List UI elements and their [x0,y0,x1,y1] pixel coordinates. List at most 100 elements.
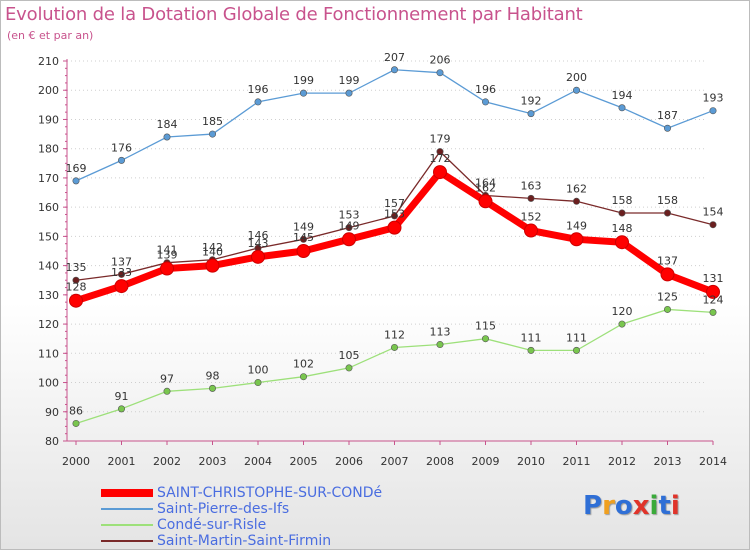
y-tick-label: 160 [38,201,59,214]
data-label: 133 [111,266,132,279]
x-tick-label: 2005 [290,455,318,468]
data-label: 111 [566,331,587,344]
x-tick-label: 2006 [335,455,363,468]
data-point [69,293,83,308]
data-label: 98 [206,369,220,382]
data-label: 149 [293,220,314,233]
data-label: 153 [339,209,360,222]
data-label: 145 [293,231,314,244]
x-tick-label: 2010 [517,455,545,468]
data-label: 105 [339,349,360,362]
series-layer [69,66,720,427]
data-label: 113 [430,326,451,339]
grid-lines [67,60,707,442]
data-label: 102 [293,358,314,371]
data-point [433,165,447,180]
data-label: 169 [66,162,87,175]
data-point [615,235,629,250]
data-point [296,244,311,258]
y-tick-label: 90 [45,406,59,419]
data-label: 139 [157,249,178,262]
y-axis-ticks: 80 90 100 110 120 130 140 150 160 170 180 190 200 210 [38,55,59,448]
data-label: 192 [521,95,542,108]
data-point [345,364,353,372]
data-label: 162 [566,182,587,195]
data-label: 157 [384,197,405,210]
data-labels: 169 176 184 185 196 199 199 207 206 196 192 200 194 1… [66,51,724,418]
legend-swatch [101,508,153,510]
data-label: 207 [384,51,405,64]
data-point [618,320,626,328]
y-tick-label: 200 [38,84,59,97]
data-point [118,156,126,164]
x-tick-label: 2007 [381,455,409,468]
data-label: 154 [703,206,724,219]
data-point [251,249,265,264]
data-point [481,335,489,343]
x-tick-label: 2014 [699,455,727,468]
data-label: 199 [293,74,314,87]
data-label: 86 [69,404,83,417]
data-label: 125 [657,290,678,303]
data-label: 187 [657,109,678,122]
logo-letter: t [658,491,671,521]
data-point [72,276,80,284]
data-point [572,197,580,205]
data-point [114,279,129,294]
data-label: 97 [160,372,174,385]
data-label: 140 [202,246,223,259]
data-label: 164 [475,176,496,189]
data-label: 148 [612,222,633,235]
data-point [481,98,489,106]
x-tick-label: 2004 [244,455,272,468]
x-tick-label: 2000 [62,455,90,468]
data-label: 120 [612,305,633,318]
data-label: 185 [202,115,223,128]
legend-swatch [101,489,153,497]
data-label: 199 [339,74,360,87]
x-tick-label: 2013 [654,455,682,468]
data-label: 163 [521,179,542,192]
data-label: 128 [66,281,87,294]
data-label: 146 [248,229,269,242]
data-label: 152 [521,211,542,224]
data-label: 149 [339,219,360,232]
series-saint-christophe-sur-cond [69,165,720,308]
x-tick-label: 2011 [563,455,591,468]
chart-subtitle: (en € et par an) [7,29,94,42]
data-label: 206 [430,54,451,67]
y-tick-label: 120 [38,318,59,331]
x-axis-ticks: 2000 2001 2002 2003 2004 2005 2006 2007 2008 2009… [62,455,727,468]
legend-label: SAINT-CHRISTOPHE-SUR-CONDé [157,485,383,501]
logo-letter: i [649,491,659,521]
data-point [572,346,580,354]
data-point [436,148,444,156]
y-tick-label: 180 [38,143,59,156]
data-point [299,235,307,243]
data-point [345,89,353,97]
data-point [524,223,538,238]
data-point [254,98,262,106]
y-tick-label: 100 [38,377,59,390]
y-tick-label: 190 [38,113,59,126]
data-point [706,284,720,299]
legend-swatch [101,540,153,542]
data-point [390,212,398,220]
data-label: 200 [566,71,587,84]
x-tick-label: 2012 [608,455,636,468]
chart-title: Evolution de la Dotation Globale de Fonc… [5,4,583,25]
data-label: 162 [475,181,496,194]
y-tick-label: 170 [38,172,59,185]
data-point [163,133,171,141]
data-point [709,107,717,115]
x-tick-label: 2008 [426,455,454,468]
data-point [572,86,580,94]
data-point [387,220,402,235]
data-point [478,194,493,209]
data-label: 158 [612,194,633,207]
data-label: 100 [248,364,269,377]
data-label: 131 [703,272,724,285]
data-point [709,221,717,229]
data-point [205,258,220,273]
